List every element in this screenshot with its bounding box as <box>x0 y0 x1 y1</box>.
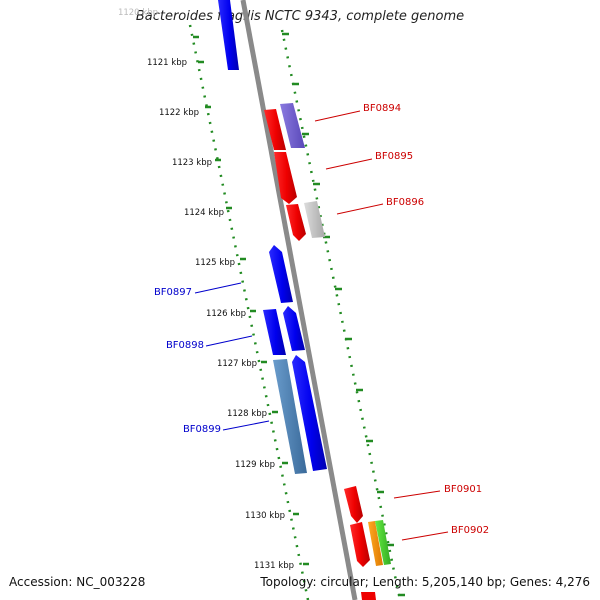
gene-bar-bf0894-neighbor[interactable] <box>280 103 305 148</box>
left-ruler-ticks <box>193 35 309 566</box>
right-ruler-ticks <box>282 32 405 597</box>
ruler-label-1123: 1123 kbp <box>172 158 212 168</box>
ruler-label-1120: 1120 kbp <box>118 8 158 18</box>
gene-bar-bf0902[interactable] <box>350 522 370 567</box>
ruler-label-1121: 1121 kbp <box>147 58 187 68</box>
gene-label-bf0894[interactable]: BF0894 <box>363 103 401 114</box>
gene-label-bf0898[interactable]: BF0898 <box>166 340 204 351</box>
ruler-label-1125: 1125 kbp <box>195 258 235 268</box>
gene-bar-bf0898[interactable] <box>263 309 286 355</box>
ruler-label-1128: 1128 kbp <box>227 409 267 419</box>
gene-label-bf0899[interactable]: BF0899 <box>183 424 221 435</box>
gene-features <box>218 0 391 600</box>
gene-bar-bf0901[interactable] <box>344 486 363 523</box>
gene-bar-bf0897[interactable] <box>269 245 293 303</box>
gene-bar-bf0898-neighbor[interactable] <box>283 306 305 351</box>
gene-label-bf0902[interactable]: BF0902 <box>451 525 489 536</box>
gene-bar-bottom-red[interactable] <box>361 592 376 600</box>
gene-label-bf0895[interactable]: BF0895 <box>375 151 413 162</box>
gene-bar-bf0902-green[interactable] <box>375 520 391 565</box>
gene-bar-bf0899-neighbor[interactable] <box>292 355 327 471</box>
ruler-label-1122: 1122 kbp <box>159 108 199 118</box>
genome-summary-text: Topology: circular; Length: 5,205,140 bp… <box>260 575 590 589</box>
gene-bar-bf0896[interactable] <box>286 204 306 241</box>
gene-label-bf0901[interactable]: BF0901 <box>444 484 482 495</box>
ruler-label-1126: 1126 kbp <box>206 309 246 319</box>
gene-bar-bf0896-neighbor[interactable] <box>304 201 325 238</box>
ruler-label-1129: 1129 kbp <box>235 460 275 470</box>
genome-title: Bacteroides fragilis NCTC 9343, complete… <box>135 9 465 24</box>
gene-label-bf0897[interactable]: BF0897 <box>154 287 192 298</box>
ruler-label-1124: 1124 kbp <box>184 208 224 218</box>
gene-bar-bf0899[interactable] <box>273 359 307 474</box>
ruler-label-1127: 1127 kbp <box>217 359 257 369</box>
gene-bar-bf0895[interactable] <box>274 152 297 204</box>
genome-backbone <box>240 0 358 600</box>
gene-label-bf0896[interactable]: BF0896 <box>386 197 424 208</box>
gene-callout-lines <box>194 110 449 541</box>
accession-text: Accession: NC_003228 <box>9 575 146 589</box>
ruler-label-1131: 1131 kbp <box>254 561 294 571</box>
ruler-label-1130: 1130 kbp <box>245 511 285 521</box>
gene-bar-bf0894[interactable] <box>264 109 286 150</box>
gene-bar-top-blue[interactable] <box>218 0 239 70</box>
gene-bar-bf0902-orange[interactable] <box>368 521 383 566</box>
